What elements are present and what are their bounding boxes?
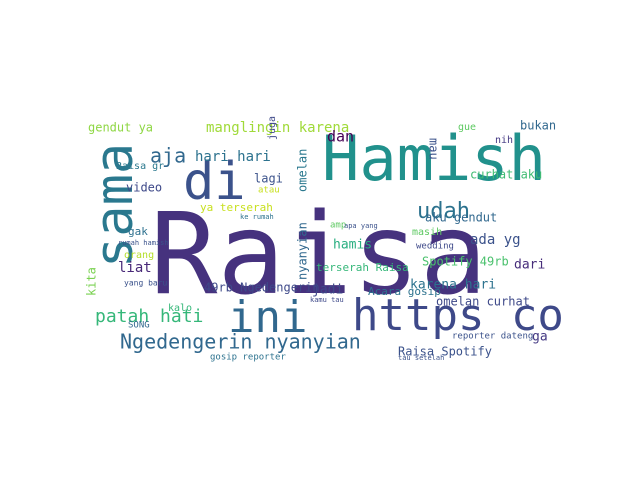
- word: gak: [128, 225, 148, 238]
- word: 49rb Ngedengerin: [204, 281, 320, 295]
- word: Ngedengerin nyanyian: [120, 330, 361, 354]
- word: Raisa gr: [116, 161, 164, 172]
- word: rumah hamish: [118, 239, 169, 247]
- word: Raisa Spotify: [398, 345, 492, 359]
- word: Acara gosip: [368, 285, 441, 298]
- word: di: [183, 152, 246, 212]
- word: sama: [85, 143, 145, 268]
- word: orang: [124, 250, 154, 261]
- word: manglingin karena: [206, 120, 349, 136]
- word: juga: [267, 116, 278, 140]
- word: masih: [412, 227, 442, 238]
- word: tau setelah: [398, 354, 444, 362]
- word: liat: [118, 260, 152, 276]
- word: lagi: [254, 172, 283, 186]
- word: gue: [458, 122, 476, 133]
- word: SONG: [128, 321, 150, 331]
- word: dari: [514, 258, 545, 273]
- word: kamu tau: [310, 296, 344, 304]
- word: hamis: [333, 238, 372, 253]
- word: curhat aku: [470, 168, 542, 182]
- word: jadi: [312, 283, 343, 298]
- word: Hamish: [322, 122, 546, 195]
- word: udah: [417, 199, 470, 224]
- word: ke rumah: [240, 213, 274, 221]
- word: mau: [427, 138, 441, 160]
- word: https co: [352, 290, 564, 341]
- word: omelan curhat: [436, 295, 530, 309]
- word: atau: [258, 186, 280, 196]
- word: karena hari: [410, 278, 496, 293]
- word: nyanyian: [296, 222, 310, 280]
- word: kita: [85, 267, 99, 296]
- word: nih: [495, 135, 513, 146]
- word: terserah Raisa: [316, 261, 409, 274]
- word: bukan: [520, 119, 556, 133]
- word: ya terserah: [200, 201, 273, 214]
- word: ini: [228, 292, 307, 343]
- word: dan: [327, 128, 354, 146]
- word: aja: [150, 144, 186, 168]
- word: hari hari: [195, 149, 271, 165]
- word: gendut ya: [88, 121, 153, 135]
- word: ga: [532, 330, 548, 345]
- word: reporter dateng: [452, 332, 533, 342]
- word: omelan: [296, 149, 310, 192]
- word: ada yg: [470, 232, 521, 248]
- word: amp: [330, 221, 346, 231]
- word: patah hati: [95, 306, 203, 327]
- word: yang baru: [124, 279, 168, 288]
- word: gosip reporter: [210, 353, 286, 363]
- word: Spotify 49rb: [422, 255, 509, 269]
- word: apa yang: [344, 222, 378, 230]
- word: Raisa: [150, 190, 487, 320]
- word: video: [126, 181, 162, 195]
- word: aku gendut: [425, 211, 497, 225]
- word: wedding: [416, 242, 454, 252]
- word: kalo: [168, 303, 192, 314]
